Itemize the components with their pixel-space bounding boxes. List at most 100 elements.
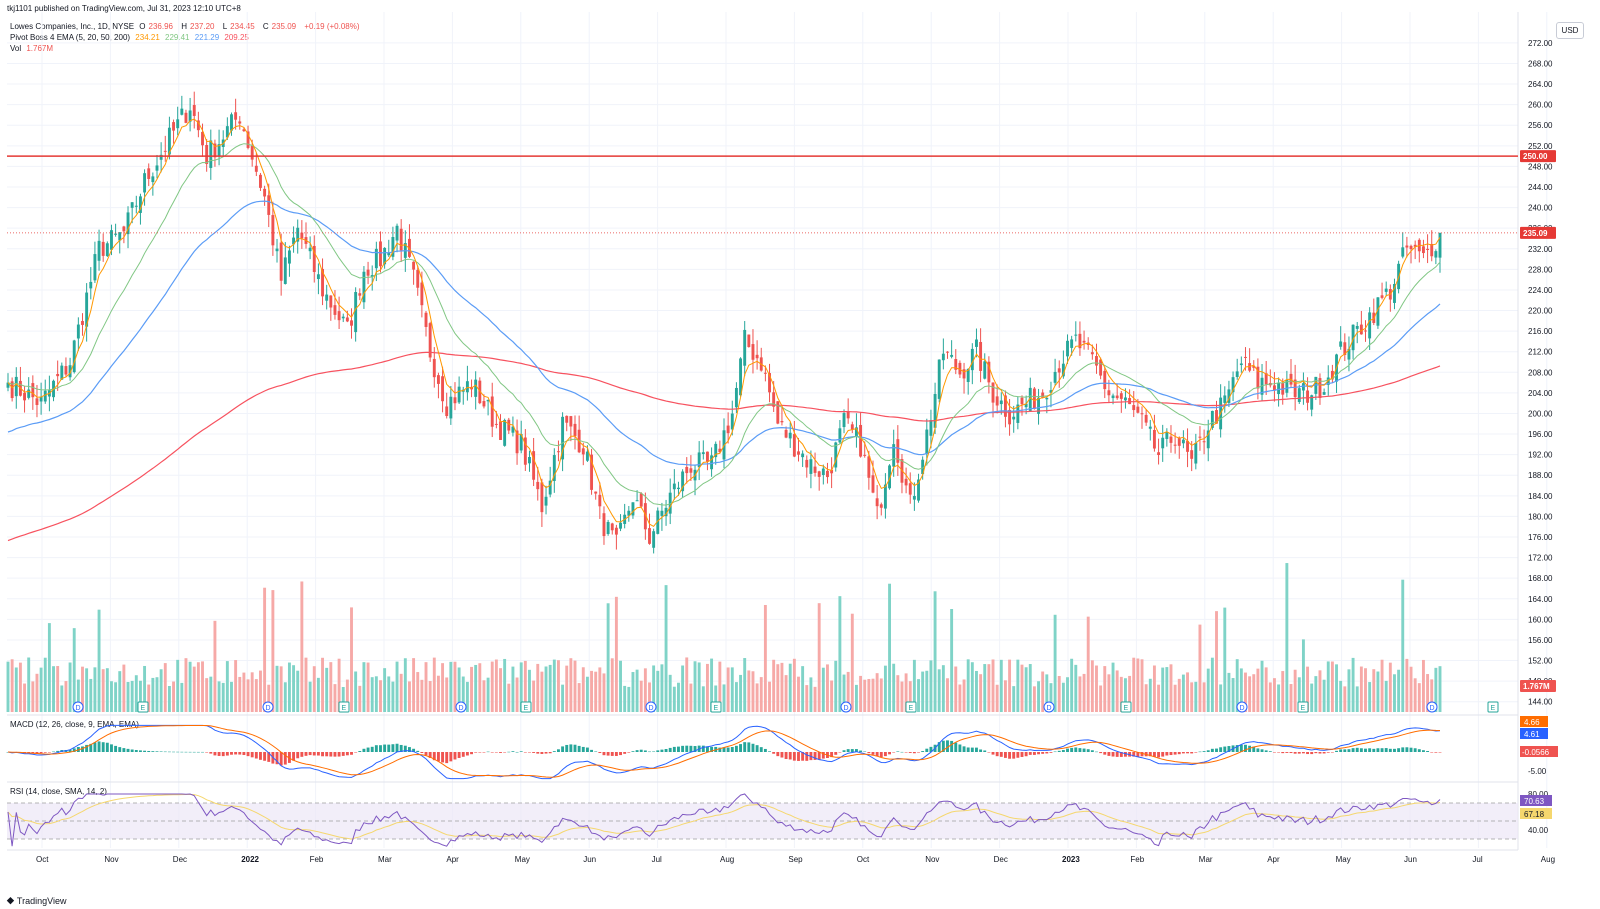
macd-histogram-bar — [689, 745, 693, 752]
candle-body — [850, 424, 854, 430]
time-tick-label: Sep — [788, 855, 803, 864]
volume-bar — [420, 679, 424, 712]
dividend-marker-icon[interactable]: D — [1043, 701, 1055, 713]
earnings-marker-label: E — [524, 705, 529, 712]
volume-bar — [64, 681, 68, 712]
candle-body — [1384, 288, 1388, 292]
time-tick-label: Aug — [720, 855, 734, 864]
macd-histogram-bar — [1359, 748, 1363, 752]
time-tick-label: Apr — [1267, 855, 1280, 864]
symbol-legend[interactable]: Lowes Companies, Inc., 1D, NYSE O 236.96 … — [10, 22, 363, 31]
ema200-value: 209.25 — [224, 33, 249, 42]
volume-bar — [656, 670, 660, 712]
currency-button[interactable]: USD — [1556, 22, 1584, 39]
candle-body — [540, 482, 544, 513]
time-tick-label: Feb — [1130, 855, 1144, 864]
macd-histogram-bar — [1008, 752, 1012, 759]
macd-histogram-bar — [308, 752, 312, 756]
volume-bar — [975, 670, 978, 712]
candle-body — [1061, 363, 1065, 377]
earnings-marker-icon[interactable]: E — [1487, 701, 1499, 713]
dividend-marker-icon[interactable]: D — [1426, 701, 1438, 713]
candle-body — [441, 376, 445, 402]
volume-bar — [1103, 666, 1107, 712]
candle-body — [689, 468, 693, 473]
volume-bar — [1037, 681, 1040, 712]
earnings-marker-label: E — [141, 705, 146, 712]
dividend-marker-icon[interactable]: D — [262, 701, 274, 713]
candle-body — [598, 494, 602, 507]
dividend-marker-icon[interactable]: D — [1236, 701, 1248, 713]
volume-bar — [747, 670, 751, 712]
candle-body — [532, 451, 536, 480]
dividend-marker-label: D — [459, 705, 464, 712]
macd-histogram-bar — [1140, 752, 1144, 757]
dividend-marker-icon[interactable]: D — [645, 701, 657, 713]
volume-bar — [619, 660, 622, 712]
volume-bar — [176, 659, 180, 712]
macd-histogram-bar — [817, 752, 821, 760]
volume-bar — [225, 661, 229, 712]
macd-histogram-bar — [850, 749, 854, 752]
macd-histogram-bar — [788, 752, 792, 760]
macd-histogram-bar — [1210, 748, 1214, 752]
dividend-marker-icon[interactable]: D — [840, 701, 852, 713]
volume-bar — [1268, 682, 1272, 712]
candle-body — [1413, 244, 1417, 247]
macd-histogram-bar — [1177, 752, 1181, 755]
time-tick-label: Oct — [857, 855, 870, 864]
macd-histogram-bar — [859, 750, 863, 752]
earnings-marker-icon[interactable]: E — [905, 701, 917, 713]
macd-histogram-bar — [399, 744, 403, 752]
ema20-value: 229.41 — [165, 33, 190, 42]
macd-histogram-bar — [950, 740, 954, 752]
volume-bar — [929, 660, 933, 712]
dividend-marker-icon[interactable]: D — [455, 701, 467, 713]
candle-body — [635, 500, 639, 502]
candle-body — [1165, 432, 1169, 439]
candle-body — [250, 145, 254, 160]
macd-histogram-bar — [68, 749, 72, 752]
earnings-marker-icon[interactable]: E — [137, 701, 149, 713]
brand-label: TradingView — [16, 895, 67, 906]
macd-histogram-bar — [900, 751, 904, 753]
rsi-title: RSI (14, close, SMA, 14, 2) — [10, 787, 107, 796]
candle-body — [1053, 371, 1057, 383]
volume-bar — [283, 682, 287, 712]
volume-bar — [27, 657, 31, 712]
candle-body — [1376, 297, 1380, 326]
candle-body — [93, 254, 97, 281]
volume-bar — [474, 664, 478, 712]
volume-bar — [325, 667, 329, 712]
volume-legend[interactable]: Vol 1.767M — [10, 44, 56, 53]
dividend-marker-icon[interactable]: D — [72, 701, 84, 713]
candle-body — [983, 361, 987, 379]
candle-body — [300, 232, 304, 239]
macd-histogram-bar — [1285, 752, 1289, 753]
candle-body — [904, 478, 908, 486]
volume-bar — [138, 680, 142, 712]
macd-histogram-bar — [565, 744, 569, 752]
macd-histogram-bar — [846, 749, 850, 752]
earnings-marker-icon[interactable]: E — [1297, 701, 1309, 713]
macd-histogram-bar — [763, 748, 767, 752]
volume-bar — [354, 671, 358, 712]
volume-bar — [1008, 659, 1012, 712]
candle-body — [31, 383, 35, 398]
earnings-marker-icon[interactable]: E — [338, 701, 350, 713]
candle-body — [316, 274, 320, 280]
macd-histogram-bar — [403, 745, 407, 752]
earnings-marker-icon[interactable]: E — [520, 701, 532, 713]
macd-histogram-bar — [780, 752, 784, 758]
candle-body — [1368, 312, 1372, 339]
earnings-marker-icon[interactable]: E — [710, 701, 722, 713]
earnings-marker-icon[interactable]: E — [1120, 701, 1132, 713]
time-tick-label: 2023 — [1062, 855, 1080, 864]
candle-body — [217, 144, 221, 157]
ema-legend[interactable]: Pivot Boss 4 EMA (5, 20, 50, 200) 234.21… — [10, 33, 252, 42]
volume-bar — [859, 675, 863, 712]
candle-body — [399, 228, 403, 251]
macd-histogram-bar — [1264, 750, 1268, 752]
earnings-marker-label: E — [1124, 705, 1129, 712]
